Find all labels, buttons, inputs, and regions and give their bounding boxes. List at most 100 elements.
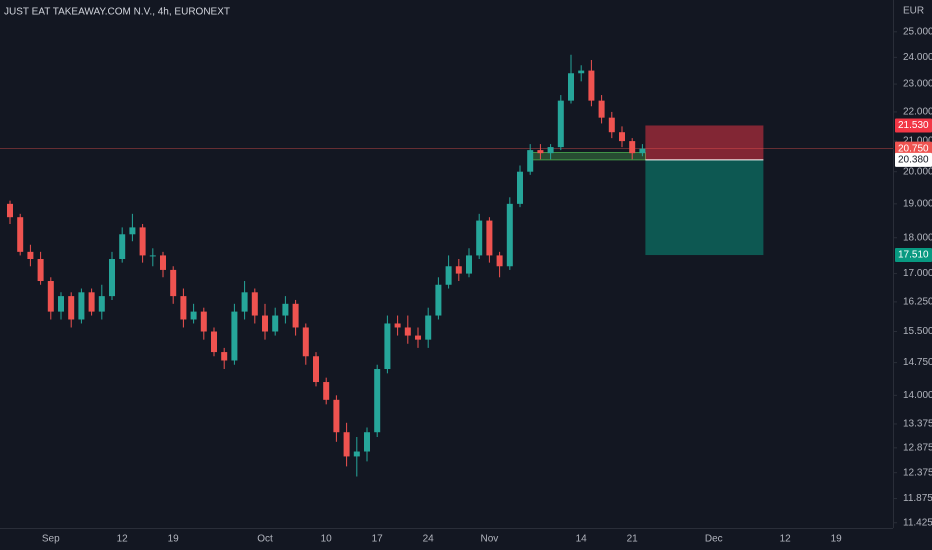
x-tick-label: 24 (423, 534, 435, 545)
candle-body (313, 356, 319, 383)
candle-body (47, 281, 54, 312)
candle-body (517, 171, 523, 204)
candle-body (119, 234, 126, 260)
x-tick-label: Sep (42, 534, 60, 545)
candle-body (231, 311, 238, 361)
candle-body (384, 323, 391, 370)
candle-body (149, 255, 156, 257)
candle-body (251, 292, 258, 316)
y-tick-label: 11.875 (903, 493, 932, 504)
candle-body (588, 70, 595, 101)
candle-body (282, 303, 289, 316)
candle-body (200, 311, 207, 332)
candle-body (211, 331, 217, 353)
candle-body (37, 259, 44, 282)
y-tick-label: 18.000 (903, 232, 932, 243)
candle-body (68, 296, 75, 320)
candle-body (78, 292, 85, 320)
candle-body (629, 141, 636, 154)
y-tick-label: 22.000 (903, 107, 932, 118)
candle-body (496, 255, 503, 267)
x-tick-label: 12 (780, 534, 792, 545)
candle-body (343, 432, 350, 457)
y-tick-label: 24.000 (903, 52, 932, 63)
x-tick-label: 10 (321, 534, 333, 545)
chart-title: JUST EAT TAKEAWAY.COM N.V., 4h, EURONEXT (4, 7, 230, 18)
last-price-badge-label: 20.750 (898, 143, 929, 154)
candle-body (394, 323, 401, 328)
y-tick-label: 17.000 (903, 268, 932, 279)
candle-body (190, 311, 197, 320)
candle-body (374, 369, 381, 433)
y-tick-label: 19.000 (903, 198, 932, 209)
candle-body (608, 117, 615, 133)
x-tick-label: 12 (117, 534, 129, 545)
y-tick-label: 11.425 (903, 517, 932, 528)
candle-body (221, 352, 228, 361)
candle-body (466, 255, 472, 274)
x-tick-label: Dec (705, 534, 723, 545)
y-tick-label: 13.375 (903, 419, 932, 430)
candle-body (139, 227, 146, 256)
candle-body (619, 132, 625, 142)
x-tick-label: Nov (481, 534, 499, 545)
candle-body (98, 296, 105, 312)
y-tick-label: 25.000 (903, 26, 932, 37)
candle-body (292, 303, 299, 328)
candle-body (568, 73, 574, 101)
currency-label: EUR (903, 6, 924, 17)
candle-body (445, 266, 452, 285)
candle-body (404, 327, 411, 336)
x-tick-label: 19 (168, 534, 180, 545)
stop-badge-label: 21.530 (898, 120, 929, 131)
candle-body (486, 220, 493, 256)
candle-body (578, 70, 585, 74)
price-zone (527, 152, 646, 161)
x-tick-label: 17 (372, 534, 384, 545)
candle-body (425, 315, 432, 340)
candle-body (364, 432, 370, 452)
last-price-badge (895, 141, 932, 156)
y-tick-label: 16.250 (903, 297, 932, 308)
y-tick-label: 15.500 (903, 326, 932, 337)
target-badge-label: 17.510 (898, 250, 929, 261)
y-tick-label: 20.000 (903, 166, 932, 177)
entry-badge (895, 152, 932, 167)
candle-body (58, 296, 64, 312)
candle-body (639, 148, 646, 154)
candle-body (506, 203, 513, 267)
candle-body (7, 203, 13, 218)
candle-body (476, 220, 483, 256)
candle-body (415, 335, 421, 340)
candle-body (527, 150, 534, 172)
stop-badge (895, 118, 932, 133)
candle-body (262, 315, 268, 332)
candle-body (170, 269, 177, 297)
candle-body (557, 100, 564, 148)
candle-body (109, 259, 115, 297)
candle-body (129, 227, 136, 235)
candle-body (272, 315, 279, 332)
x-tick-label: 21 (627, 534, 639, 545)
candle-body (180, 296, 187, 320)
y-tick-label: 14.000 (903, 390, 932, 401)
target-badge (895, 248, 932, 263)
candle-body (160, 255, 166, 270)
candle-body (455, 266, 462, 274)
y-tick-label: 14.750 (903, 357, 932, 368)
candle-body (435, 284, 442, 316)
candle-body (88, 292, 95, 312)
candle-body (323, 382, 330, 400)
candle-body (598, 100, 605, 118)
y-tick-label: 23.000 (903, 79, 932, 90)
x-tick-label: 14 (576, 534, 588, 545)
candle-body (241, 292, 248, 312)
candle-body (302, 327, 309, 357)
entry-badge-label: 20.380 (898, 155, 929, 166)
candle-body (547, 147, 554, 154)
candle-body (353, 451, 360, 457)
y-tick-label: 21.000 (903, 136, 932, 147)
target-zone (645, 159, 764, 256)
